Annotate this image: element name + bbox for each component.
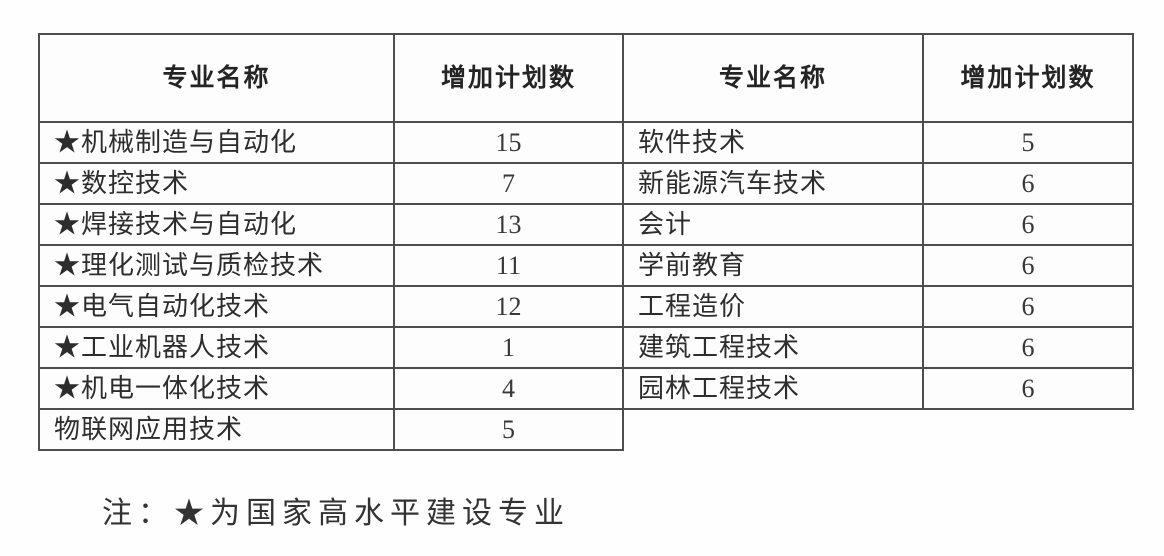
major-cell: 学前教育 <box>622 244 924 287</box>
footnote: 注：★为国家高水平建设专业 <box>102 497 570 530</box>
table-row: 物联网应用技术 5 <box>38 408 1133 451</box>
table-row: ★机械制造与自动化 15 软件技术 5 <box>38 121 1134 164</box>
plan-cell: 1 <box>393 326 624 369</box>
major-cell: ★电气自动化技术 <box>38 285 395 328</box>
major-cell: ★机电一体化技术 <box>38 367 395 410</box>
plan-cell: 11 <box>393 244 624 287</box>
plan-cell: 12 <box>393 285 624 328</box>
plan-cell: 6 <box>922 367 1134 410</box>
plan-cell: 6 <box>922 326 1134 369</box>
table-row: ★数控技术 7 新能源汽车技术 6 <box>38 162 1134 205</box>
major-cell: 工程造价 <box>622 285 924 328</box>
table-row: ★焊接技术与自动化 13 会计 6 <box>38 203 1134 246</box>
empty-cell <box>623 409 923 450</box>
major-cell: 会计 <box>622 203 924 246</box>
major-cell: ★机械制造与自动化 <box>38 121 395 164</box>
major-cell: ★理化测试与质检技术 <box>38 244 395 287</box>
empty-cell <box>923 409 1133 450</box>
plan-cell: 5 <box>393 408 624 451</box>
header-plan-left: 增加计划数 <box>393 33 624 123</box>
header-major-right: 专业名称 <box>622 33 924 123</box>
table-body: ★机械制造与自动化 15 软件技术 5 ★数控技术 7 新能源汽车技术 6 ★焊接技术与自动化 1… <box>38 121 1134 451</box>
table-row: ★工业机器人技术 1 建筑工程技术 6 <box>38 326 1134 369</box>
plan-cell: 15 <box>393 121 624 164</box>
major-cell: 建筑工程技术 <box>622 326 924 369</box>
table-row: ★理化测试与质检技术 11 学前教育 6 <box>38 244 1134 287</box>
plan-cell: 13 <box>393 203 624 246</box>
plan-cell: 6 <box>922 244 1134 287</box>
header-major-left: 专业名称 <box>38 33 395 123</box>
header-plan-right: 增加计划数 <box>922 33 1134 123</box>
plan-cell: 6 <box>922 162 1134 205</box>
major-cell: 新能源汽车技术 <box>622 162 924 205</box>
plan-cell: 6 <box>922 285 1134 328</box>
plan-cell: 5 <box>922 121 1134 164</box>
major-cell: ★数控技术 <box>38 162 395 205</box>
major-cell: 软件技术 <box>622 121 924 164</box>
plan-cell: 6 <box>922 203 1134 246</box>
plan-cell: 7 <box>393 162 624 205</box>
plan-cell: 4 <box>393 367 624 410</box>
major-cell: 园林工程技术 <box>622 367 924 410</box>
table-header-row: 专业名称 增加计划数 专业名称 增加计划数 <box>38 33 1134 123</box>
enrollment-plan-table: 专业名称 增加计划数 专业名称 增加计划数 ★机械制造与自动化 15 软件技术 5 ★数… <box>38 33 1134 451</box>
major-cell: ★工业机器人技术 <box>38 326 395 369</box>
table-row: ★机电一体化技术 4 园林工程技术 6 <box>38 367 1134 410</box>
major-cell: 物联网应用技术 <box>38 408 395 451</box>
major-cell: ★焊接技术与自动化 <box>38 203 395 246</box>
table-row: ★电气自动化技术 12 工程造价 6 <box>38 285 1134 328</box>
